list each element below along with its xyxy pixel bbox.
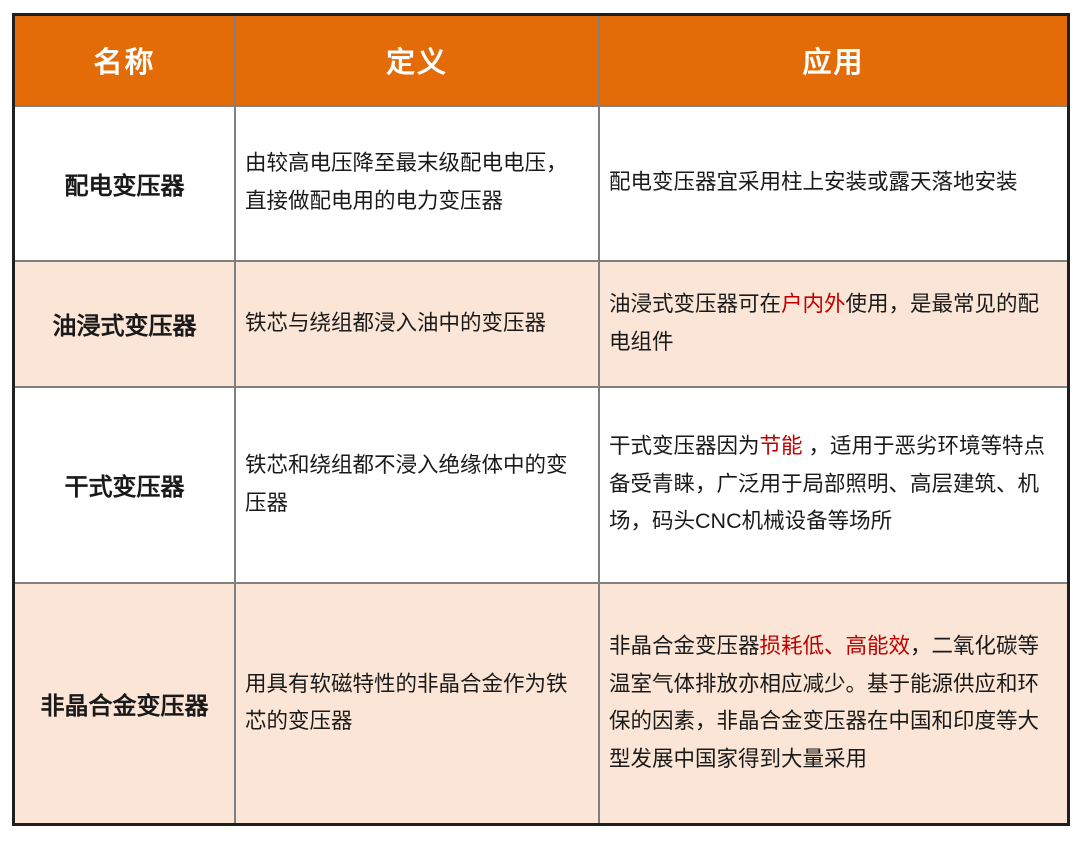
definition-cell: 铁芯与绕组都浸入油中的变压器 bbox=[234, 259, 601, 388]
application-cell: 非晶合金变压器损耗低、高能效，二氧化碳等温室气体排放亦相应减少。基于能源供应和环… bbox=[598, 581, 1070, 826]
table-body: 配电变压器 由较高电压降至最末级配电电压，直接做配电用的电力变压器 配电变压器宜采用… bbox=[12, 104, 1070, 826]
row-name-cell: 干式变压器 bbox=[12, 385, 237, 584]
application-cell: 配电变压器宜采用柱上安装或露天落地安装 bbox=[598, 104, 1070, 262]
highlight-segment: 节能 bbox=[759, 434, 803, 459]
row-name-cell: 油浸式变压器 bbox=[12, 259, 237, 388]
text-segment: 用具有软磁特性的非晶合金作为铁芯的变压器 bbox=[245, 671, 568, 734]
header-definition: 定义 bbox=[234, 13, 601, 107]
text-segment: 铁芯和绕组都不浸入绝缘体中的变压器 bbox=[245, 452, 568, 515]
table-row: 非晶合金变压器 用具有软磁特性的非晶合金作为铁芯的变压器 非晶合金变压器损耗低、高能… bbox=[12, 581, 1070, 826]
table-row: 干式变压器 铁芯和绕组都不浸入绝缘体中的变压器 干式变压器因为节能 ，适用于恶劣环境… bbox=[12, 385, 1070, 584]
text-segment: 由较高电压降至最末级配电电压，直接做配电用的电力变压器 bbox=[245, 151, 568, 213]
table-row: 配电变压器 由较高电压降至最末级配电电压，直接做配电用的电力变压器 配电变压器宜采用… bbox=[12, 104, 1070, 262]
transformer-table: 名称 定义 应用 配电变压器 由较高电压降至最末级配电电压，直接做配电用的电力变压… bbox=[12, 13, 1070, 826]
row-name-cell: 非晶合金变压器 bbox=[12, 581, 237, 826]
table-row: 油浸式变压器 铁芯与绕组都浸入油中的变压器 油浸式变压器可在户内外使用，是最常见的配… bbox=[12, 259, 1070, 388]
highlight-segment: 损耗低、高能效 bbox=[759, 634, 911, 658]
text-segment: 铁芯与绕组都浸入油中的变压器 bbox=[245, 310, 547, 335]
definition-cell: 由较高电压降至最末级配电电压，直接做配电用的电力变压器 bbox=[234, 104, 601, 262]
application-cell: 干式变压器因为节能 ，适用于恶劣环境等特点备受青睐，广泛用于局部照明、高层建筑、… bbox=[598, 385, 1070, 584]
row-name-cell: 配电变压器 bbox=[12, 104, 237, 262]
header-application: 应用 bbox=[598, 13, 1070, 107]
definition-cell: 铁芯和绕组都不浸入绝缘体中的变压器 bbox=[234, 385, 601, 584]
text-segment: 非晶合金变压器 bbox=[609, 634, 760, 658]
header-name: 名称 bbox=[12, 13, 237, 107]
text-segment: ，适用于恶劣环境等特点备受青睐，广泛用于局部照明、高层建筑、机场，码头CNC机械… bbox=[609, 434, 1046, 534]
header-row: 名称 定义 应用 bbox=[12, 13, 1070, 107]
highlight-segment: 户内外 bbox=[781, 291, 846, 316]
text-segment: 配电变压器宜采用柱上安装或露天落地安装 bbox=[609, 170, 1018, 195]
text-segment: ，二氧化碳等温室气体排放亦相应减少。基于能源供应和环保的因素，非晶合金变压器在中… bbox=[609, 634, 1040, 771]
text-segment: 油浸式变压器可在 bbox=[609, 291, 782, 316]
text-segment: 使用，是最常见的配电组件 bbox=[609, 291, 1040, 354]
definition-cell: 用具有软磁特性的非晶合金作为铁芯的变压器 bbox=[234, 581, 601, 826]
text-segment: 干式变压器因为 bbox=[609, 434, 760, 459]
application-cell: 油浸式变压器可在户内外使用，是最常见的配电组件 bbox=[598, 259, 1070, 388]
